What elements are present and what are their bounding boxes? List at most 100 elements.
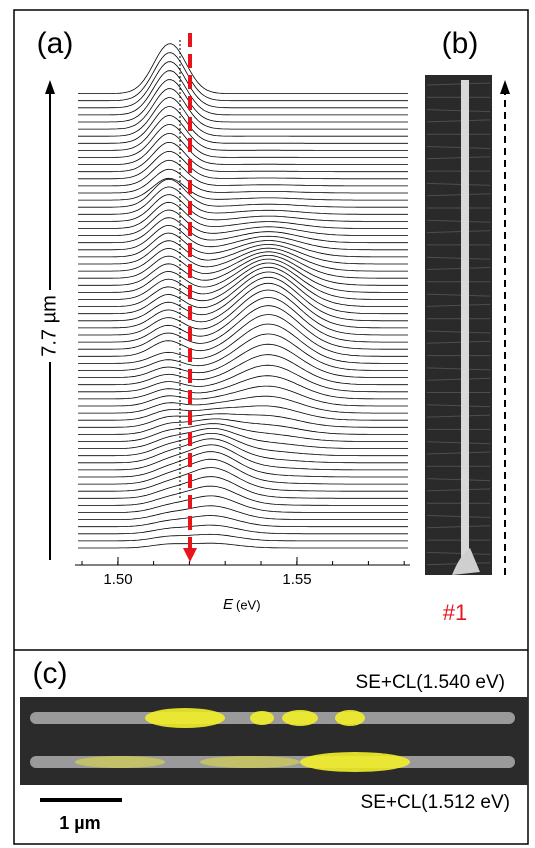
spectrum — [78, 438, 408, 464]
spectrum — [78, 266, 408, 307]
cl-spot — [250, 711, 274, 725]
texture — [426, 441, 491, 445]
spectrum — [78, 323, 408, 364]
spectrum — [78, 150, 408, 180]
panel-label: (a) — [37, 27, 74, 60]
spectrum — [78, 533, 408, 542]
spectrum — [78, 52, 408, 102]
texture — [426, 525, 491, 529]
spectrum — [78, 276, 408, 322]
spectrum — [78, 61, 408, 109]
texture — [426, 367, 491, 371]
texture — [426, 156, 491, 160]
spectrum — [78, 240, 408, 265]
spectrum — [78, 251, 408, 279]
texture — [426, 119, 491, 123]
spectrum — [78, 133, 408, 165]
spectrum — [78, 209, 408, 236]
spectrum — [78, 418, 408, 435]
texture — [426, 377, 491, 381]
texture — [426, 256, 491, 260]
spectrum — [78, 495, 408, 513]
texture — [426, 478, 491, 482]
spectrum — [78, 159, 408, 187]
cl-spot — [75, 756, 165, 768]
spectrum — [78, 314, 408, 357]
spectrum — [78, 186, 408, 215]
spectrum — [78, 194, 408, 222]
spectrum — [78, 333, 408, 371]
texture — [426, 193, 491, 197]
cl-spot — [300, 752, 410, 772]
texture — [426, 303, 491, 307]
red-arrowhead — [183, 548, 197, 562]
x-tick-label: 1.50 — [103, 571, 132, 588]
spectrum — [78, 515, 408, 528]
panel-label: (c) — [33, 657, 68, 690]
scale-label: 7.7 µm — [38, 295, 60, 357]
spectrum — [78, 247, 408, 272]
spectrum — [78, 458, 408, 485]
frame — [13, 9, 529, 845]
cl-spot — [200, 756, 300, 768]
sem-texture — [426, 82, 491, 566]
texture — [426, 267, 491, 270]
texture — [426, 182, 491, 186]
spectrum — [78, 385, 408, 407]
spectrum — [78, 428, 408, 449]
spectrum — [78, 433, 408, 457]
spectrum — [78, 79, 408, 123]
caption: SE+CL(1.512 eV) — [361, 792, 510, 813]
spectrum — [78, 115, 408, 151]
texture — [426, 230, 491, 234]
spectrum — [78, 297, 408, 343]
texture — [426, 82, 491, 86]
scale-bar-label: 1 µm — [59, 813, 100, 833]
minor-ticks — [81, 561, 405, 565]
arrowhead — [500, 80, 510, 94]
texture — [426, 146, 491, 149]
spectrum — [78, 282, 408, 329]
sem-image — [425, 75, 492, 575]
spectrum — [78, 262, 408, 300]
texture — [426, 330, 491, 334]
texture — [426, 293, 491, 297]
spectrum — [78, 232, 408, 258]
spectrum — [78, 444, 408, 471]
spectrum — [78, 124, 408, 158]
spectrum — [78, 70, 408, 116]
spectrum — [78, 224, 408, 251]
cl-spot — [282, 710, 318, 726]
spectrum — [78, 364, 408, 393]
wire-base — [452, 548, 480, 575]
spectrum — [78, 88, 408, 130]
spectrum — [78, 255, 408, 286]
spectrum — [78, 43, 408, 94]
spectrum — [78, 423, 408, 442]
caption: SE+CL(1.540 eV) — [356, 672, 505, 693]
texture — [426, 404, 491, 408]
spectrum — [78, 201, 408, 229]
spectrum — [78, 505, 408, 520]
spectrum — [78, 354, 408, 386]
spectrum — [78, 141, 408, 173]
spectrum — [78, 524, 408, 535]
x-axis-symbol: E — [223, 596, 234, 613]
texture — [426, 219, 491, 223]
texture — [426, 340, 491, 344]
wire-marker: #1 — [443, 600, 467, 625]
spectrum — [78, 168, 408, 194]
spectrum — [78, 405, 408, 421]
label-bg — [38, 290, 62, 362]
x-axis-unit: (eV) — [236, 597, 261, 612]
spectrum — [78, 413, 408, 428]
spectrum — [78, 542, 408, 549]
cl-spot — [145, 708, 225, 728]
spectrum — [78, 305, 408, 350]
spectrum — [78, 271, 408, 315]
spectrum — [78, 217, 408, 244]
texture — [426, 109, 491, 113]
spectrum — [78, 476, 408, 499]
spectrum — [78, 177, 408, 201]
spectrum — [78, 289, 408, 336]
